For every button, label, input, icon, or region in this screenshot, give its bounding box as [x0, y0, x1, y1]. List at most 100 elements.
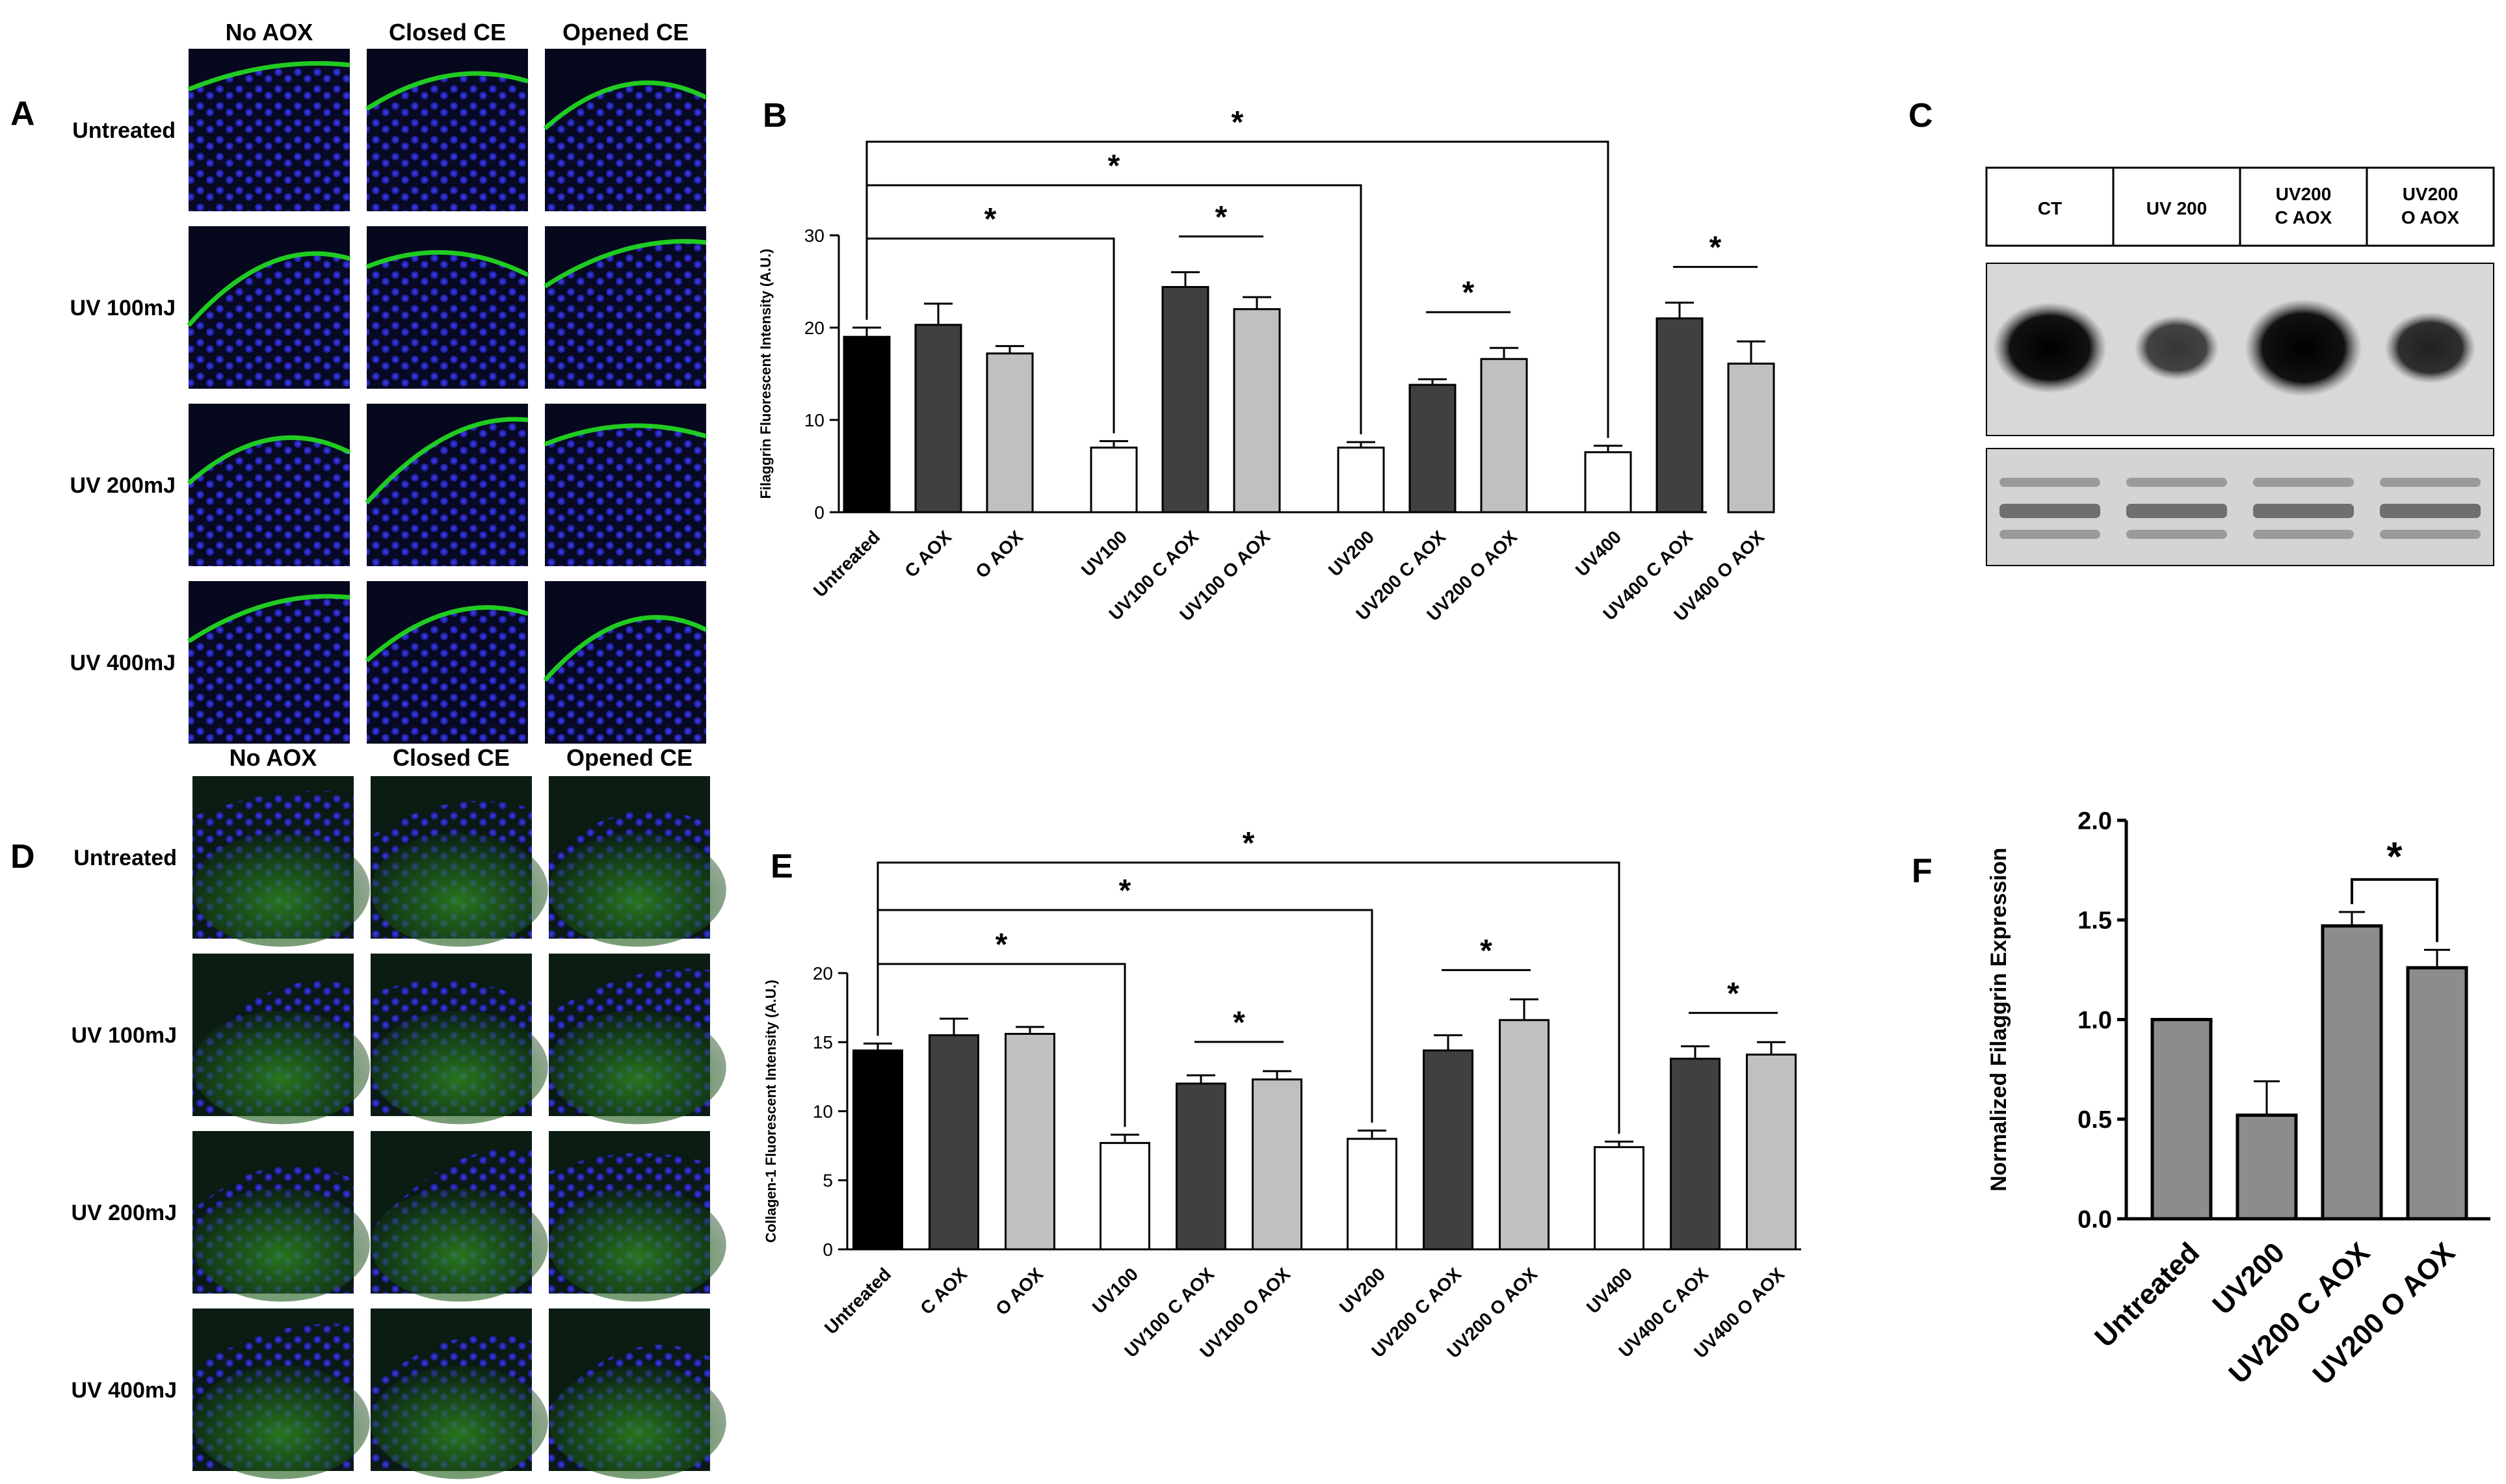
tissue-nuclei — [545, 241, 706, 389]
lane-label-line: O AOX — [2401, 207, 2460, 228]
y-tick-label: 1.0 — [2077, 1007, 2112, 1034]
significance-star: * — [1215, 200, 1228, 235]
y-tick-label: 0.0 — [2077, 1206, 2112, 1233]
y-tick-label: 0.5 — [2077, 1106, 2112, 1134]
tissue-nuclei — [545, 617, 706, 744]
y-tick-label: 30 — [804, 226, 824, 246]
filaggrin-signal-line — [543, 80, 707, 131]
y-tick-label: 10 — [813, 1101, 833, 1121]
row-label: UV 100mJ — [71, 1023, 177, 1048]
micrograph-tile — [192, 776, 370, 947]
significance-star: * — [1108, 149, 1120, 183]
tissue-nuclei — [545, 425, 706, 566]
significance-bracket — [2351, 878, 2438, 943]
lane-label: UV200 O AOX — [2401, 184, 2460, 228]
category-label: UV200 — [2206, 1236, 2291, 1321]
significance-star: * — [2216, 0, 2232, 9]
y-tick-label: 15 — [813, 1032, 833, 1052]
collagen-signal — [371, 833, 548, 947]
loading-band — [2253, 478, 2354, 487]
bar — [1337, 447, 1385, 514]
blot-band — [2134, 315, 2219, 380]
significance-star: * — [996, 928, 1008, 962]
micrograph-tile — [365, 226, 529, 389]
micrograph-tile — [187, 404, 351, 566]
y-tick-label: 5 — [823, 1171, 833, 1191]
micrograph-tile — [549, 1308, 726, 1479]
bar — [2406, 966, 2468, 1221]
column-header: No AOX — [230, 744, 317, 771]
column-header: Opened CE — [562, 19, 689, 46]
loading-band — [2253, 530, 2354, 539]
collagen-signal — [192, 1365, 370, 1479]
bar — [1423, 1049, 1473, 1251]
row-label: Untreated — [72, 118, 176, 143]
loading-band — [2126, 478, 2227, 487]
category-label: Untreated — [810, 527, 884, 601]
panel-letter: F — [1912, 852, 1932, 890]
micrograph-tile — [192, 1131, 370, 1302]
loading-band — [2126, 530, 2227, 539]
category-label: UV400 — [1583, 1264, 1636, 1317]
bar — [1655, 317, 1704, 514]
bar — [2236, 1113, 2298, 1221]
significance-star: * — [1727, 976, 1739, 1011]
micrograph-tile — [371, 776, 548, 947]
category-label: UV400 — [1572, 527, 1625, 580]
micrograph-tile — [543, 581, 707, 744]
lane-label: CT — [2038, 198, 2062, 218]
collagen-signal — [371, 1188, 548, 1302]
loading-band — [2253, 504, 2354, 518]
row-label: Untreated — [73, 846, 177, 870]
tissue-nuclei — [545, 83, 706, 211]
y-tick-label: 0 — [814, 502, 824, 523]
row-label: UV 200mJ — [70, 473, 176, 498]
y-axis-label: Normalized Filaggrin Expression — [1986, 848, 2011, 1191]
micrograph-tile — [371, 1308, 548, 1479]
panel-e-collagen-chart: E 0 5 10 15 20 Collagen-1 Fluorescent Intensit… — [763, 826, 1801, 1362]
filaggrin-signal-line — [544, 239, 707, 289]
collagen-signal — [549, 1188, 726, 1302]
tissue-nuclei — [189, 596, 350, 744]
lane-label-line: UV 200 — [2146, 198, 2207, 218]
micrograph-tile — [549, 1131, 726, 1302]
micrograph-tile — [549, 776, 726, 947]
blot-band — [2245, 299, 2362, 397]
panel-c-western-blot: C CT UV 200 UV200 C AOX UV200 O AOX — [1908, 97, 2495, 566]
collagen-signal — [192, 1188, 370, 1302]
panel-letter: E — [771, 848, 793, 885]
loading-band — [2380, 478, 2481, 487]
row-label: UV 200mJ — [71, 1201, 177, 1225]
category-label: UV100 — [1077, 527, 1131, 580]
significance-bracket — [877, 963, 1126, 1127]
filaggrin-signal-line — [187, 251, 351, 327]
category-label: O AOX — [992, 1264, 1047, 1319]
bar — [1161, 286, 1209, 514]
panel-d-micrographs: D No AOX Closed CE Opened CE Untreated UV 100… — [10, 744, 726, 1479]
bar — [1480, 358, 1528, 514]
row-label: UV 100mJ — [70, 296, 176, 320]
bar — [1100, 1141, 1150, 1251]
collagen-signal — [371, 1010, 548, 1125]
bar — [1252, 1078, 1302, 1251]
bar — [1499, 1019, 1550, 1251]
collagen-signal — [549, 1010, 726, 1125]
significance-bracket — [877, 861, 1620, 1134]
micrograph-tile — [187, 49, 350, 211]
filaggrin-signal-line — [543, 615, 707, 682]
column-header: No AOX — [226, 19, 313, 46]
significance-star: * — [1709, 231, 1722, 265]
filaggrin-signal-line — [365, 605, 529, 663]
column-header: Closed CE — [389, 19, 506, 46]
category-label: O AOX — [971, 527, 1027, 582]
y-tick-label: 20 — [804, 318, 824, 338]
y-tick-label: 10 — [804, 410, 824, 430]
collagen-signal — [371, 1365, 548, 1479]
y-axis-label: Collagen-1 Fluorescent Intensity (A.U.) — [763, 980, 779, 1243]
lane-label: UV200 C AOX — [2275, 184, 2332, 228]
significance-star: * — [1233, 1006, 1245, 1040]
significance-star: * — [1119, 874, 1131, 908]
significance-star: * — [1462, 276, 1475, 310]
row-label: UV 400mJ — [71, 1378, 177, 1403]
